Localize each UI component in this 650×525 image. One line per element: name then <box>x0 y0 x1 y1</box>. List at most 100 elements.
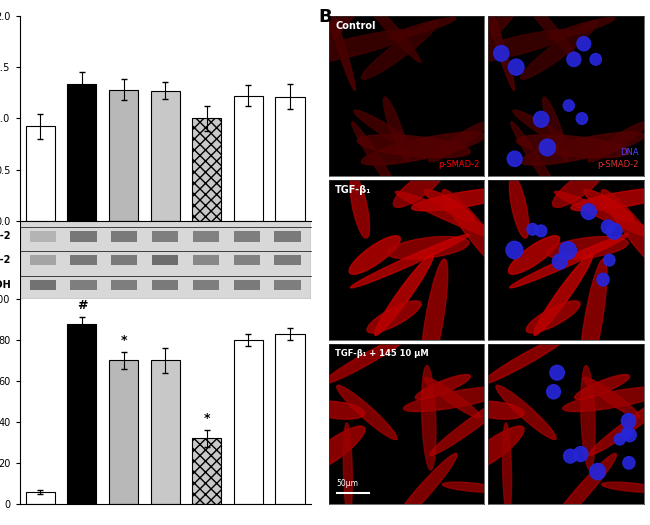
Polygon shape <box>343 423 352 517</box>
Text: p-SMAD-2: p-SMAD-2 <box>438 161 480 170</box>
Bar <box>152 255 178 265</box>
Bar <box>274 232 300 242</box>
Text: IBMX: IBMX <box>234 308 259 318</box>
Polygon shape <box>302 426 365 474</box>
Polygon shape <box>521 21 597 79</box>
Polygon shape <box>502 423 512 517</box>
Bar <box>152 280 178 290</box>
Polygon shape <box>350 175 369 238</box>
Bar <box>111 280 137 290</box>
Polygon shape <box>367 301 421 333</box>
Polygon shape <box>546 237 628 259</box>
Bar <box>193 255 219 265</box>
Text: DNA: DNA <box>620 148 639 156</box>
Polygon shape <box>430 392 517 455</box>
Bar <box>233 232 260 242</box>
Bar <box>111 255 137 265</box>
Circle shape <box>581 204 596 219</box>
Polygon shape <box>322 334 410 384</box>
Text: -: - <box>41 308 45 318</box>
Bar <box>233 255 260 265</box>
Polygon shape <box>549 453 616 525</box>
Polygon shape <box>510 234 629 288</box>
Polygon shape <box>424 377 480 418</box>
Text: -: - <box>82 308 85 318</box>
Text: TGF-β₁: TGF-β₁ <box>335 185 372 195</box>
Polygon shape <box>411 188 515 211</box>
Circle shape <box>573 447 588 461</box>
Bar <box>26 492 55 504</box>
Polygon shape <box>588 122 647 162</box>
Polygon shape <box>581 365 595 470</box>
Circle shape <box>564 449 577 463</box>
Polygon shape <box>298 0 370 70</box>
Bar <box>111 232 137 242</box>
Text: Smad-2: Smad-2 <box>0 255 11 265</box>
Polygon shape <box>571 188 650 211</box>
Polygon shape <box>521 132 645 165</box>
Circle shape <box>536 225 547 237</box>
Polygon shape <box>309 401 365 419</box>
Polygon shape <box>513 110 584 155</box>
Bar <box>30 232 56 242</box>
Bar <box>68 85 96 221</box>
Bar <box>70 232 97 242</box>
Circle shape <box>621 414 636 428</box>
Polygon shape <box>547 17 615 39</box>
Polygon shape <box>580 259 607 383</box>
Bar <box>30 280 56 290</box>
Polygon shape <box>389 453 457 525</box>
Polygon shape <box>393 167 445 207</box>
Text: Control: Control <box>335 20 376 30</box>
Polygon shape <box>575 374 630 400</box>
Circle shape <box>590 464 606 480</box>
Circle shape <box>547 385 560 399</box>
Circle shape <box>550 365 564 380</box>
Polygon shape <box>589 392 650 455</box>
Circle shape <box>527 224 538 235</box>
Circle shape <box>621 428 632 439</box>
Circle shape <box>506 242 523 259</box>
Polygon shape <box>352 122 401 198</box>
Bar <box>276 97 304 221</box>
Text: 50μm: 50μm <box>337 479 359 488</box>
Text: 832: 832 <box>115 308 134 318</box>
Bar <box>151 91 179 221</box>
Text: 145: 145 <box>197 308 215 318</box>
Polygon shape <box>442 190 514 279</box>
Bar <box>109 361 138 504</box>
Polygon shape <box>552 167 604 207</box>
Polygon shape <box>534 254 593 335</box>
Circle shape <box>534 111 549 127</box>
Polygon shape <box>429 122 488 162</box>
Polygon shape <box>384 97 409 161</box>
Polygon shape <box>421 259 448 383</box>
Polygon shape <box>461 426 524 474</box>
Polygon shape <box>374 254 434 335</box>
Polygon shape <box>395 191 510 243</box>
Bar <box>193 232 219 242</box>
Bar <box>109 90 138 221</box>
Circle shape <box>623 428 636 442</box>
Polygon shape <box>415 374 471 400</box>
Bar <box>192 438 221 504</box>
Polygon shape <box>480 0 515 90</box>
Polygon shape <box>387 237 469 259</box>
Bar <box>151 361 179 504</box>
Text: *: * <box>120 334 127 347</box>
Bar <box>70 280 97 290</box>
Bar <box>274 255 300 265</box>
Polygon shape <box>361 132 486 165</box>
Polygon shape <box>468 401 524 419</box>
Circle shape <box>614 434 625 445</box>
Polygon shape <box>337 385 397 439</box>
Circle shape <box>508 59 524 75</box>
Text: *: * <box>203 412 210 425</box>
Text: p-SMAD-2: p-SMAD-2 <box>597 161 639 170</box>
Polygon shape <box>511 122 560 198</box>
Bar <box>152 232 178 242</box>
Bar <box>234 96 263 221</box>
Text: HC: HC <box>280 308 294 318</box>
Polygon shape <box>350 234 469 288</box>
Bar <box>192 118 221 221</box>
